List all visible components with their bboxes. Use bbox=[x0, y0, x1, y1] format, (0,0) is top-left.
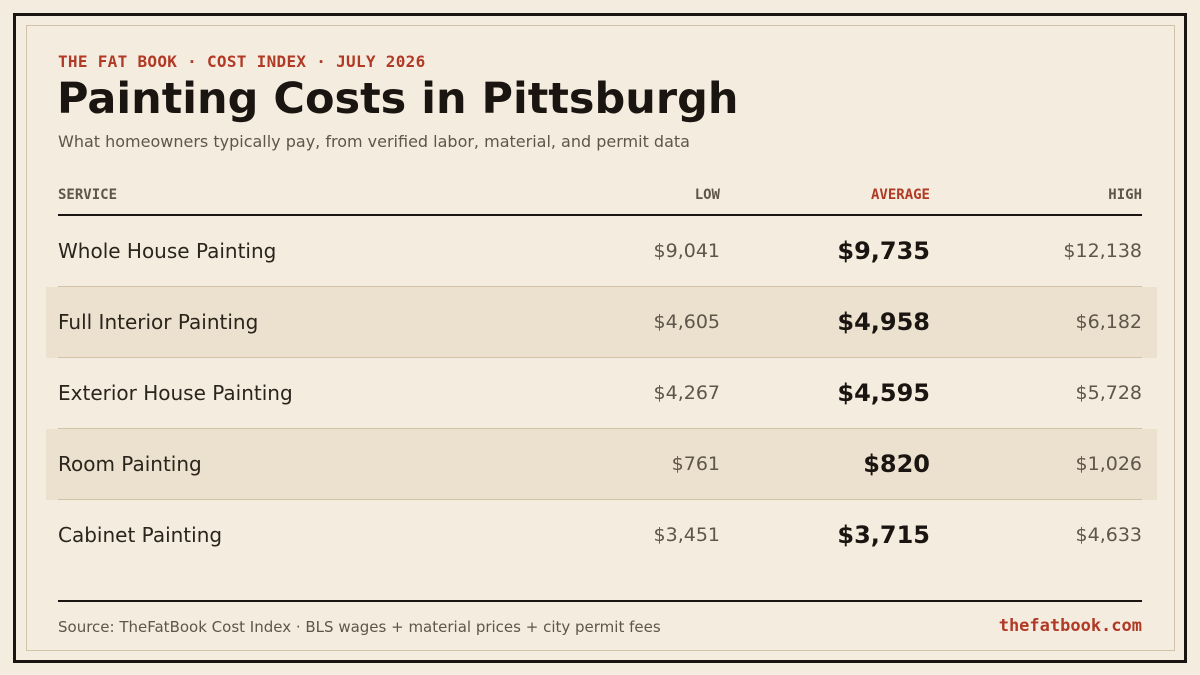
source-note: Source: TheFatBook Cost Index · BLS wage… bbox=[58, 618, 661, 636]
average-cost: $4,595 bbox=[837, 379, 930, 407]
high-cost: $12,138 bbox=[1063, 240, 1142, 262]
average-cost: $3,715 bbox=[837, 521, 930, 549]
column-header-high: HIGH bbox=[1108, 187, 1142, 203]
row-divider bbox=[58, 428, 1142, 429]
row-divider bbox=[58, 499, 1142, 500]
row-divider bbox=[58, 286, 1142, 287]
table-row: Cabinet Painting $3,451 $3,715 $4,633 bbox=[0, 500, 1200, 571]
service-name: Full Interior Painting bbox=[58, 310, 259, 334]
low-cost: $4,605 bbox=[653, 311, 720, 333]
low-cost: $4,267 bbox=[653, 382, 720, 404]
column-header-low: LOW bbox=[694, 187, 720, 203]
average-cost: $820 bbox=[863, 450, 930, 478]
low-cost: $761 bbox=[671, 453, 720, 475]
high-cost: $6,182 bbox=[1075, 311, 1142, 333]
table-row: Exterior House Painting $4,267 $4,595 $5… bbox=[0, 358, 1200, 429]
service-name: Cabinet Painting bbox=[58, 523, 223, 547]
column-header-service: SERVICE bbox=[58, 187, 118, 203]
average-cost: $9,735 bbox=[837, 237, 930, 265]
low-cost: $3,451 bbox=[653, 524, 720, 546]
average-cost: $4,958 bbox=[837, 308, 930, 336]
table-row: Whole House Painting $9,041 $9,735 $12,1… bbox=[0, 216, 1200, 287]
outer-frame bbox=[13, 13, 1187, 663]
page-title: Painting Costs in Pittsburgh bbox=[57, 74, 739, 124]
cost-table: Whole House Painting $9,041 $9,735 $12,1… bbox=[0, 216, 1200, 571]
row-divider bbox=[58, 357, 1142, 358]
high-cost: $1,026 bbox=[1075, 453, 1142, 475]
footer-rule bbox=[58, 600, 1142, 602]
kicker: THE FAT BOOK · COST INDEX · JULY 2026 bbox=[58, 52, 426, 71]
table-row: Room Painting $761 $820 $1,026 bbox=[0, 429, 1200, 500]
service-name: Exterior House Painting bbox=[58, 381, 293, 405]
high-cost: $4,633 bbox=[1075, 524, 1142, 546]
header-rule bbox=[58, 214, 1142, 216]
service-name: Whole House Painting bbox=[58, 239, 277, 263]
high-cost: $5,728 bbox=[1075, 382, 1142, 404]
table-row: Full Interior Painting $4,605 $4,958 $6,… bbox=[0, 287, 1200, 358]
low-cost: $9,041 bbox=[653, 240, 720, 262]
page-subtitle: What homeowners typically pay, from veri… bbox=[58, 132, 690, 151]
column-header-average: AVERAGE bbox=[870, 187, 930, 203]
service-name: Room Painting bbox=[58, 452, 202, 476]
site-link[interactable]: thefatbook.com bbox=[998, 616, 1142, 636]
inner-frame bbox=[26, 25, 1175, 651]
